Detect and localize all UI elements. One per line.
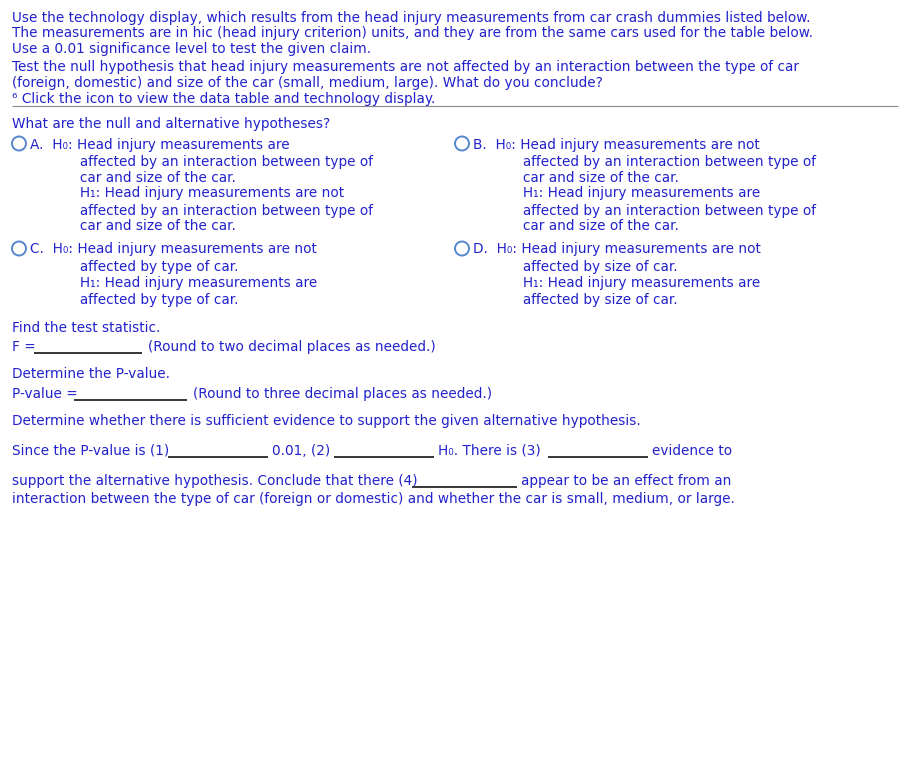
Text: affected by an interaction between type of: affected by an interaction between type … xyxy=(58,155,373,169)
Text: A.  H₀: Head injury measurements are: A. H₀: Head injury measurements are xyxy=(30,137,289,151)
Text: Test the null hypothesis that head injury measurements are not affected by an in: Test the null hypothesis that head injur… xyxy=(12,60,799,75)
Text: affected by an interaction between type of: affected by an interaction between type … xyxy=(501,155,816,169)
Text: affected by an interaction between type of: affected by an interaction between type … xyxy=(58,204,373,217)
Text: car and size of the car.: car and size of the car. xyxy=(501,170,679,184)
Text: H₁: Head injury measurements are: H₁: Head injury measurements are xyxy=(501,186,760,200)
Text: car and size of the car.: car and size of the car. xyxy=(58,170,236,184)
Text: H₀. There is (3): H₀. There is (3) xyxy=(438,444,541,458)
Text: affected by an interaction between type of: affected by an interaction between type … xyxy=(501,204,816,217)
Text: 0.01, (2): 0.01, (2) xyxy=(272,444,330,458)
Text: (foreign, domestic) and size of the car (small, medium, large). What do you conc: (foreign, domestic) and size of the car … xyxy=(12,76,602,90)
Text: affected by size of car.: affected by size of car. xyxy=(501,260,678,274)
Text: Use the technology display, which results from the head injury measurements from: Use the technology display, which result… xyxy=(12,11,811,25)
Text: car and size of the car.: car and size of the car. xyxy=(58,219,236,233)
Text: What are the null and alternative hypotheses?: What are the null and alternative hypoth… xyxy=(12,117,330,131)
Text: P-value =: P-value = xyxy=(12,387,77,401)
Text: H₁: Head injury measurements are: H₁: Head injury measurements are xyxy=(58,275,318,289)
Text: H₁: Head injury measurements are: H₁: Head injury measurements are xyxy=(501,275,760,289)
Text: affected by size of car.: affected by size of car. xyxy=(501,293,678,307)
Text: appear to be an effect from an: appear to be an effect from an xyxy=(521,473,732,487)
Text: evidence to: evidence to xyxy=(652,444,733,458)
Text: B.  H₀: Head injury measurements are not: B. H₀: Head injury measurements are not xyxy=(473,137,760,151)
Text: H₁: Head injury measurements are not: H₁: Head injury measurements are not xyxy=(58,186,344,200)
Text: (Round to two decimal places as needed.): (Round to two decimal places as needed.) xyxy=(148,340,436,354)
Text: support the alternative hypothesis. Conclude that there (4): support the alternative hypothesis. Conc… xyxy=(12,473,418,487)
Text: interaction between the type of car (foreign or domestic) and whether the car is: interaction between the type of car (for… xyxy=(12,492,735,506)
Text: car and size of the car.: car and size of the car. xyxy=(501,219,679,233)
Text: The measurements are in hic (head injury criterion) units, and they are from the: The measurements are in hic (head injury… xyxy=(12,26,813,41)
Text: Determine whether there is sufficient evidence to support the given alternative : Determine whether there is sufficient ev… xyxy=(12,415,641,429)
Text: (Round to three decimal places as needed.): (Round to three decimal places as needed… xyxy=(193,387,492,401)
Text: Find the test statistic.: Find the test statistic. xyxy=(12,321,160,335)
Text: Use a 0.01 significance level to test the given claim.: Use a 0.01 significance level to test th… xyxy=(12,42,371,56)
Text: ⁶ Click the icon to view the data table and technology display.: ⁶ Click the icon to view the data table … xyxy=(12,93,435,106)
Text: F =: F = xyxy=(12,340,35,354)
Text: affected by type of car.: affected by type of car. xyxy=(58,293,238,307)
Text: D.  H₀: Head injury measurements are not: D. H₀: Head injury measurements are not xyxy=(473,243,761,257)
Text: affected by type of car.: affected by type of car. xyxy=(58,260,238,274)
Text: C.  H₀: Head injury measurements are not: C. H₀: Head injury measurements are not xyxy=(30,243,317,257)
Text: Determine the P-value.: Determine the P-value. xyxy=(12,368,170,382)
Text: Since the P-value is (1): Since the P-value is (1) xyxy=(12,444,169,458)
